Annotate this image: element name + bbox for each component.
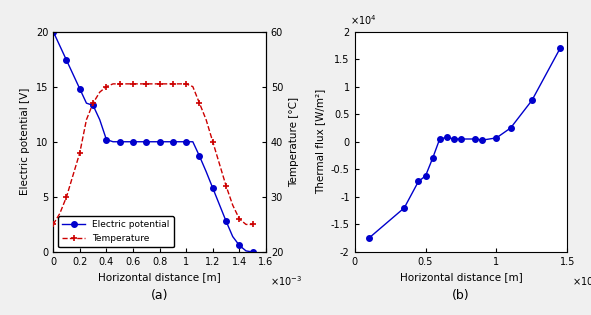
Text: (b): (b) <box>452 289 470 302</box>
Legend: Electric potential, Temperature: Electric potential, Temperature <box>58 216 174 248</box>
Text: (a): (a) <box>151 289 168 302</box>
Text: $\times 10^{-3}$: $\times 10^{-3}$ <box>270 274 303 288</box>
X-axis label: Horizontal distance [m]: Horizontal distance [m] <box>400 272 522 283</box>
Text: $\times 10^{-3}$: $\times 10^{-3}$ <box>571 274 591 288</box>
X-axis label: Horizontal distance [m]: Horizontal distance [m] <box>98 272 221 283</box>
Y-axis label: Electric potential [V]: Electric potential [V] <box>21 88 30 195</box>
Y-axis label: Temperature [°C]: Temperature [°C] <box>289 97 298 187</box>
Y-axis label: Thermal flux [W/m²]: Thermal flux [W/m²] <box>316 89 325 194</box>
Text: $\times 10^4$: $\times 10^4$ <box>350 13 377 27</box>
